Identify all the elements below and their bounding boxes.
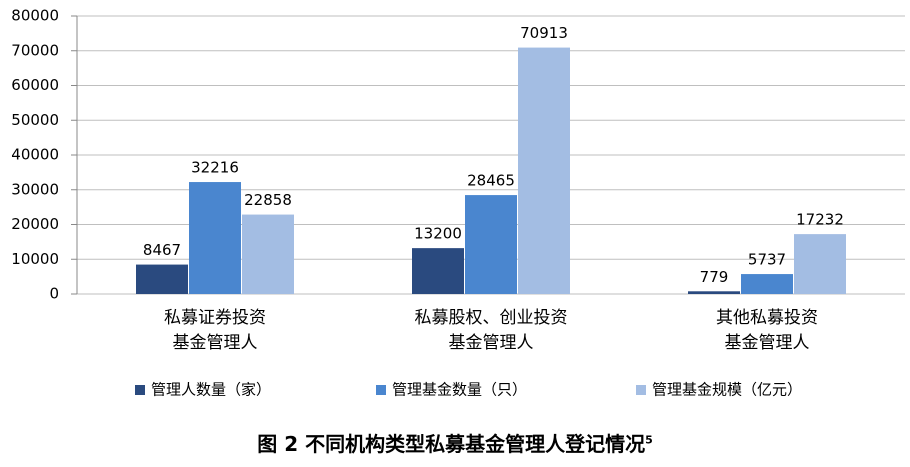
value-label: 5737 [748, 251, 786, 269]
bar [741, 274, 793, 294]
value-label: 32216 [191, 159, 239, 177]
x-tick-label: 其他私募投资 基金管理人 [716, 308, 818, 353]
value-label: 70913 [520, 24, 568, 42]
legend-label: 管理人数量（家） [151, 381, 271, 399]
bar [518, 47, 570, 294]
y-tick-label: 60000 [11, 76, 59, 94]
chart-title-block: 图 2 不同机构类型私募基金管理人登记情况5 [0, 428, 910, 457]
y-tick-label: 80000 [11, 7, 59, 25]
legend-swatch [636, 385, 646, 395]
bar [465, 195, 517, 294]
y-tick-label: 70000 [11, 41, 59, 59]
bar [412, 248, 464, 294]
y-tick-label: 20000 [11, 215, 59, 233]
bar [794, 234, 846, 294]
bar [136, 264, 188, 294]
bar [189, 182, 241, 294]
legend-label: 管理基金规模（亿元） [652, 381, 802, 399]
chart-title: 图 2 不同机构类型私募基金管理人登记情况 [257, 432, 646, 456]
legend-label: 管理基金数量（只） [392, 381, 527, 399]
legend-swatch [135, 385, 145, 395]
y-tick-label: 40000 [11, 146, 59, 164]
bar [688, 291, 740, 294]
value-label: 28465 [467, 172, 515, 190]
title-footnote: 5 [645, 433, 653, 447]
y-tick-label: 50000 [11, 111, 59, 129]
value-label: 13200 [414, 225, 462, 243]
y-tick-label: 10000 [11, 250, 59, 268]
legend-swatch [376, 385, 386, 395]
value-label: 779 [700, 268, 729, 286]
x-tick-label: 私募证券投资 基金管理人 [164, 308, 266, 353]
value-label: 22858 [244, 191, 292, 209]
bar [242, 214, 294, 294]
y-tick-label: 0 [49, 285, 59, 303]
value-label: 8467 [143, 241, 181, 259]
value-label: 17232 [796, 211, 844, 229]
y-tick-label: 30000 [11, 180, 59, 198]
x-tick-label: 私募股权、创业投资 基金管理人 [414, 308, 568, 353]
